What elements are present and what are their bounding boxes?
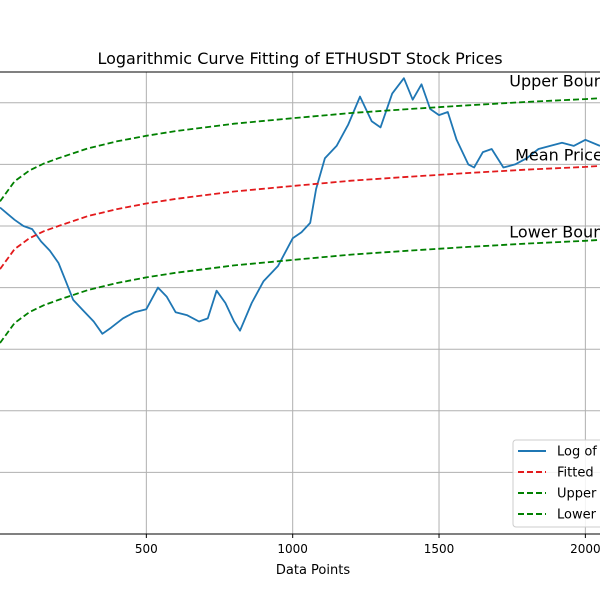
series-line-fitted <box>0 165 600 270</box>
annotations: Upper Bound Mean Price Lower Bound <box>509 71 600 241</box>
series-line-upper <box>0 97 600 202</box>
series-line-lower <box>0 239 600 344</box>
series-line-log-of-price <box>0 77 600 335</box>
x-tick-label: 500 <box>135 542 158 556</box>
plot-area <box>0 72 600 534</box>
x-tick-label: 1500 <box>424 542 455 556</box>
x-axis-ticks: 500 1000 1500 2000 <box>135 534 600 556</box>
annotation-label: Mean Price <box>515 145 600 164</box>
annotation-label: Upper Bound <box>509 71 600 90</box>
annotation-label: Lower Bound <box>509 222 600 241</box>
x-tick-label: 2000 <box>570 542 600 556</box>
legend-label: Fitted <box>557 466 594 481</box>
legend-label: Log of Price <box>557 445 600 460</box>
legend: Log of Price Fitted Upper Lower <box>512 439 600 528</box>
chart-title: Logarithmic Curve Fitting of ETHUSDT Sto… <box>97 49 502 68</box>
legend-box <box>512 439 600 528</box>
legend-label: Lower <box>557 508 597 523</box>
x-tick-label: 1000 <box>277 542 308 556</box>
series-layer <box>0 77 600 344</box>
x-axis-label: Data Points <box>276 563 350 578</box>
legend-label: Upper <box>557 487 597 502</box>
